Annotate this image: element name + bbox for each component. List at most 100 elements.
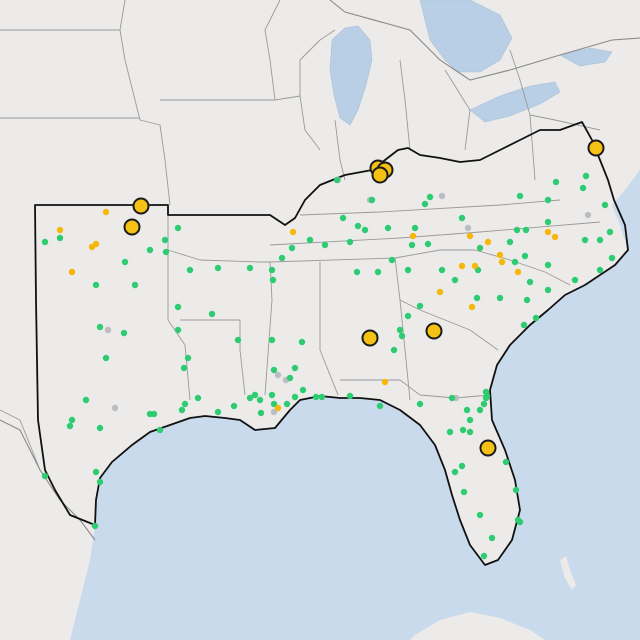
map-marker-green[interactable]: [353, 268, 361, 276]
map-marker-green[interactable]: [473, 294, 481, 302]
map-marker-green[interactable]: [91, 522, 99, 530]
map-marker-green[interactable]: [256, 396, 264, 404]
map-marker-green[interactable]: [96, 424, 104, 432]
map-marker-green[interactable]: [608, 254, 616, 262]
map-marker-yellow[interactable]: [436, 288, 444, 296]
map-marker-green[interactable]: [426, 193, 434, 201]
map-marker-green[interactable]: [459, 426, 467, 434]
map-marker-green[interactable]: [333, 176, 341, 184]
map-marker-green[interactable]: [404, 266, 412, 274]
map-marker-green[interactable]: [502, 458, 510, 466]
map-marker-green[interactable]: [526, 278, 534, 286]
map-marker-green[interactable]: [388, 256, 396, 264]
map-marker-green[interactable]: [66, 422, 74, 430]
map-marker-green[interactable]: [544, 261, 552, 269]
map-marker-green[interactable]: [451, 468, 459, 476]
map-marker-green[interactable]: [544, 196, 552, 204]
map-marker-large[interactable]: [587, 139, 605, 157]
map-marker-green[interactable]: [92, 281, 100, 289]
map-marker-green[interactable]: [451, 276, 459, 284]
map-marker-green[interactable]: [596, 266, 604, 274]
map-marker-green[interactable]: [312, 393, 320, 401]
map-marker-green[interactable]: [82, 396, 90, 404]
map-marker-green[interactable]: [448, 394, 456, 402]
map-marker-green[interactable]: [480, 400, 488, 408]
map-marker-green[interactable]: [131, 281, 139, 289]
map-marker-green[interactable]: [291, 393, 299, 401]
map-marker-green[interactable]: [463, 406, 471, 414]
map-marker-green[interactable]: [41, 238, 49, 246]
map-marker-green[interactable]: [579, 184, 587, 192]
map-marker-green[interactable]: [214, 408, 222, 416]
map-marker-green[interactable]: [384, 224, 392, 232]
map-marker-green[interactable]: [257, 409, 265, 417]
map-marker-large[interactable]: [132, 197, 150, 215]
map-marker-green[interactable]: [376, 402, 384, 410]
map-marker-green[interactable]: [476, 244, 484, 252]
map-marker-green[interactable]: [270, 366, 278, 374]
map-marker-green[interactable]: [416, 302, 424, 310]
map-marker-green[interactable]: [408, 241, 416, 249]
map-marker-green[interactable]: [283, 400, 291, 408]
map-marker-green[interactable]: [246, 394, 254, 402]
map-marker-green[interactable]: [180, 364, 188, 372]
map-marker-green[interactable]: [361, 226, 369, 234]
map-marker-green[interactable]: [121, 258, 129, 266]
map-marker-green[interactable]: [581, 236, 589, 244]
map-marker-green[interactable]: [174, 224, 182, 232]
map-marker-large[interactable]: [361, 329, 379, 347]
map-marker-green[interactable]: [532, 314, 540, 322]
map-marker-gray[interactable]: [104, 326, 112, 334]
map-marker-gray[interactable]: [274, 371, 282, 379]
map-marker-yellow[interactable]: [274, 404, 282, 412]
map-marker-green[interactable]: [278, 254, 286, 262]
map-marker-green[interactable]: [96, 478, 104, 486]
map-marker-large[interactable]: [479, 439, 497, 457]
marker-layer[interactable]: [41, 139, 616, 560]
map-marker-gray[interactable]: [438, 192, 446, 200]
map-marker-green[interactable]: [424, 240, 432, 248]
map-marker-green[interactable]: [234, 336, 242, 344]
map-marker-green[interactable]: [161, 236, 169, 244]
map-marker-gray[interactable]: [111, 404, 119, 412]
map-marker-yellow[interactable]: [381, 378, 389, 386]
map-marker-large[interactable]: [425, 322, 443, 340]
map-marker-green[interactable]: [438, 266, 446, 274]
map-marker-green[interactable]: [606, 228, 614, 236]
map-marker-green[interactable]: [174, 303, 182, 311]
map-marker-green[interactable]: [446, 428, 454, 436]
map-marker-green[interactable]: [522, 226, 530, 234]
map-marker-green[interactable]: [390, 346, 398, 354]
map-marker-green[interactable]: [601, 201, 609, 209]
map-marker-green[interactable]: [230, 402, 238, 410]
map-marker-green[interactable]: [544, 218, 552, 226]
map-marker-green[interactable]: [396, 326, 404, 334]
map-marker-green[interactable]: [194, 394, 202, 402]
map-marker-green[interactable]: [299, 386, 307, 394]
map-marker-green[interactable]: [511, 258, 519, 266]
map-marker-green[interactable]: [411, 224, 419, 232]
map-marker-yellow[interactable]: [466, 232, 474, 240]
map-marker-green[interactable]: [181, 400, 189, 408]
map-marker-yellow[interactable]: [544, 228, 552, 236]
map-marker-green[interactable]: [520, 321, 528, 329]
map-marker-green[interactable]: [102, 354, 110, 362]
map-marker-green[interactable]: [552, 178, 560, 186]
map-marker-green[interactable]: [270, 400, 278, 408]
map-marker-green[interactable]: [96, 323, 104, 331]
map-marker-green[interactable]: [521, 252, 529, 260]
map-marker-green[interactable]: [460, 488, 468, 496]
map-marker-green[interactable]: [178, 406, 186, 414]
map-marker-green[interactable]: [466, 416, 474, 424]
map-marker-green[interactable]: [421, 200, 429, 208]
map-marker-green[interactable]: [596, 236, 604, 244]
map-marker-green[interactable]: [496, 294, 504, 302]
map-marker-green[interactable]: [512, 486, 520, 494]
map-marker-yellow[interactable]: [102, 208, 110, 216]
map-marker-large[interactable]: [123, 218, 141, 236]
map-marker-yellow[interactable]: [551, 233, 559, 241]
map-marker-green[interactable]: [321, 241, 329, 249]
map-marker-green[interactable]: [480, 552, 488, 560]
map-marker-green[interactable]: [298, 338, 306, 346]
